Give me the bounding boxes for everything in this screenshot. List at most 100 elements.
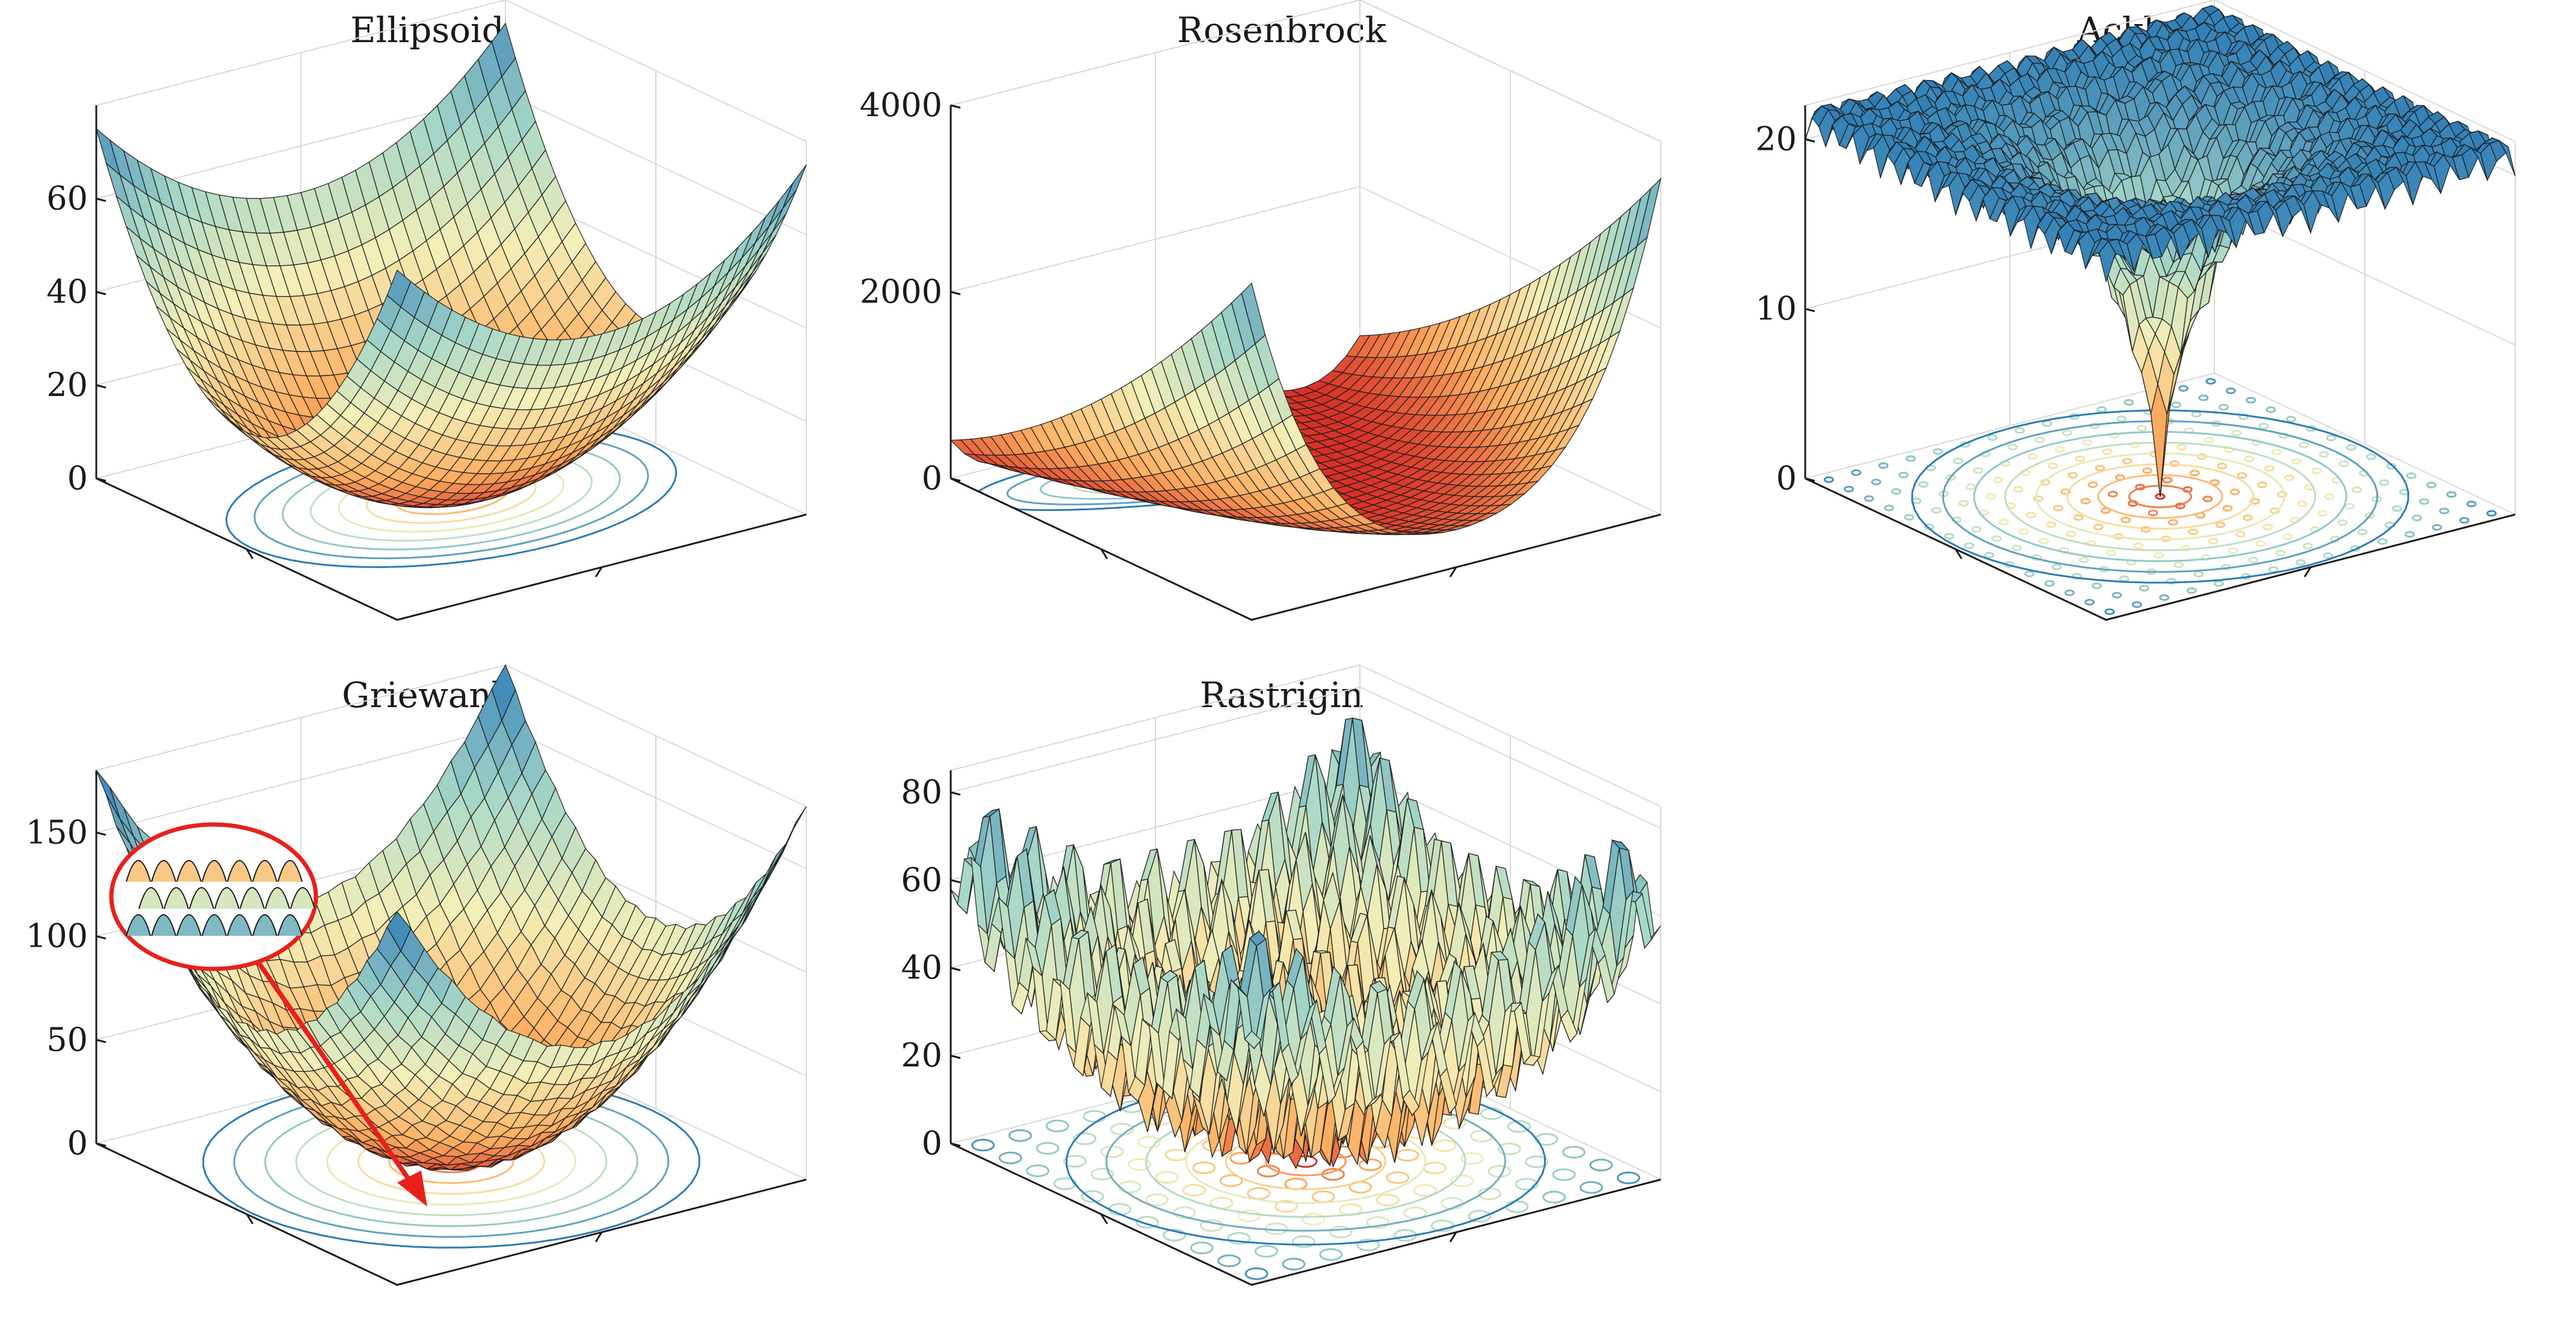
contour-ring [2284, 474, 2295, 481]
contour-ring [2446, 491, 2457, 498]
contour-ring [2198, 394, 2209, 401]
contour-ring [2024, 571, 2035, 578]
contour-ring [1991, 535, 2002, 542]
z-tick [950, 291, 961, 295]
panel-griewank: Griewank 0 50 100 150 [0, 664, 854, 1327]
contour-ring [2080, 498, 2091, 505]
contour-ring [2264, 465, 2275, 472]
contour-ring [2405, 531, 2415, 538]
panel-title: Ellipsoid [350, 10, 504, 51]
z-tick-label: 0 [67, 459, 88, 497]
contour-ring [1944, 533, 1954, 540]
contour-ring [2018, 528, 2029, 535]
contour-ring [2096, 406, 2107, 413]
contour-ring [2205, 378, 2216, 385]
contour-ring [2337, 519, 2348, 526]
contour-ring [2249, 498, 2260, 505]
contour-ring [2093, 524, 2104, 531]
contour-ring [1972, 467, 1983, 474]
contour-ring [2352, 486, 2362, 493]
contour-ring [2062, 429, 2072, 436]
contour-ring [2324, 493, 2335, 500]
contour-ring [2139, 584, 2149, 592]
contour-ring [2095, 465, 2105, 472]
contour-ring [2106, 549, 2117, 557]
grid-line [1805, 372, 2516, 515]
contour-ring [2256, 481, 2267, 489]
contour-ring [2189, 469, 2200, 477]
contour-ring [2075, 455, 2086, 462]
contour-ring [2486, 510, 2497, 517]
panel-ellipsoid: Ellipsoid 0 20 40 60 [0, 0, 854, 662]
contour-ring [2068, 472, 2078, 479]
z-tick [96, 197, 107, 202]
z-tick-label: 4000 [860, 86, 942, 124]
contour-ring [2231, 430, 2242, 437]
contour-ring [2142, 467, 2153, 474]
contour-ring [2391, 505, 2402, 512]
contour-ring [2364, 512, 2375, 519]
contour-line [1973, 431, 2347, 562]
y-tick [246, 548, 254, 560]
z-tick [96, 384, 107, 389]
y-tick [1100, 548, 1108, 560]
contour-ring [1864, 495, 1874, 502]
z-tick-label: 20 [1755, 120, 1797, 158]
contour-ring [2015, 427, 2025, 434]
contour-ring [2246, 397, 2256, 404]
z-tick [950, 104, 961, 109]
contour-ring [2235, 531, 2246, 538]
contour-ring [2412, 515, 2423, 522]
contour-ring [2129, 441, 2140, 448]
contour-ring [2104, 608, 2115, 615]
y-tick [1954, 548, 1963, 560]
surface-mesh [950, 177, 1662, 536]
contour-ring [2133, 542, 2144, 549]
contour-ring [1898, 471, 1909, 478]
surface-mesh [1805, 5, 2516, 497]
contour-ring [2225, 387, 2236, 394]
contour-ring [2100, 507, 2111, 514]
contour-ring [2295, 559, 2306, 566]
contour-ring [2011, 545, 2022, 552]
contour-ring [1891, 488, 1901, 495]
contour-ring [2215, 521, 2226, 528]
contour-ring [2379, 479, 2389, 486]
surface-patch [782, 164, 807, 209]
contour-ring [2202, 495, 2213, 503]
contour-ring [2229, 488, 2240, 495]
contour-ring [2102, 448, 2113, 456]
contour-ring [1883, 504, 1894, 512]
z-tick [1805, 477, 1815, 482]
contour-ring [2092, 582, 2102, 589]
x-tick [595, 566, 603, 578]
z-tick-label: 0 [1776, 459, 1797, 497]
contour-ring [1871, 478, 1882, 486]
contour-ring [2153, 552, 2164, 559]
contour-ring [2311, 467, 2322, 474]
contour-ring [2344, 503, 2355, 510]
contour-ring [2193, 571, 2204, 578]
contour-ring [1844, 486, 1855, 493]
contour-ring [2218, 404, 2229, 411]
contour-ring [2204, 436, 2214, 444]
contour-ring [1958, 500, 1969, 507]
contour-ring [1945, 474, 1956, 481]
contour-line [2128, 484, 2193, 509]
contour-ring [2282, 533, 2293, 540]
surface-patch [2098, 240, 2116, 283]
contour-ring [2087, 481, 2098, 488]
contour-ring [2034, 436, 2045, 444]
contour-ring [2255, 540, 2266, 547]
surface-patch [752, 855, 777, 899]
contour-ring [2248, 557, 2259, 564]
contour-ring [2066, 530, 2077, 537]
contour-ring [2078, 556, 2089, 563]
contour-ring [1904, 514, 1915, 521]
surface-mesh [95, 22, 807, 509]
